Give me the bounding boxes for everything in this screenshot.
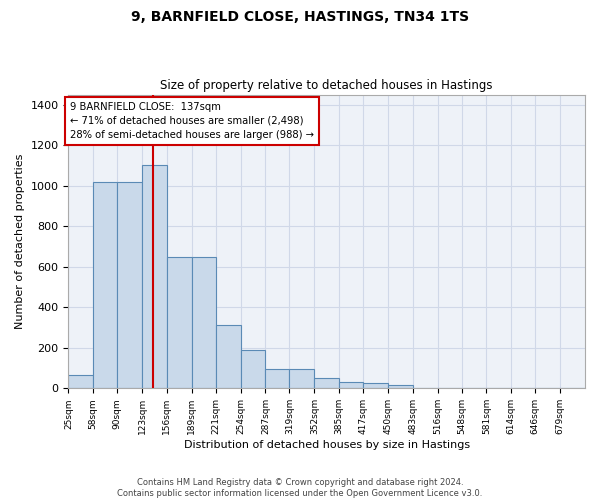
Text: 9 BARNFIELD CLOSE:  137sqm
← 71% of detached houses are smaller (2,498)
28% of s: 9 BARNFIELD CLOSE: 137sqm ← 71% of detac… xyxy=(70,102,314,140)
Bar xyxy=(388,386,413,388)
Bar xyxy=(93,182,117,388)
X-axis label: Distribution of detached houses by size in Hastings: Distribution of detached houses by size … xyxy=(184,440,470,450)
Bar xyxy=(339,382,363,388)
Bar xyxy=(289,369,314,388)
Bar xyxy=(363,384,388,388)
Title: Size of property relative to detached houses in Hastings: Size of property relative to detached ho… xyxy=(160,79,493,92)
Bar xyxy=(68,375,93,388)
Bar xyxy=(241,350,265,389)
Text: 9, BARNFIELD CLOSE, HASTINGS, TN34 1TS: 9, BARNFIELD CLOSE, HASTINGS, TN34 1TS xyxy=(131,10,469,24)
Bar xyxy=(314,378,339,388)
Bar xyxy=(216,324,241,388)
Bar xyxy=(192,256,216,388)
Bar xyxy=(117,182,142,388)
Bar xyxy=(142,166,167,388)
Text: Contains HM Land Registry data © Crown copyright and database right 2024.
Contai: Contains HM Land Registry data © Crown c… xyxy=(118,478,482,498)
Bar xyxy=(265,369,289,388)
Bar xyxy=(167,256,192,388)
Y-axis label: Number of detached properties: Number of detached properties xyxy=(15,154,25,329)
